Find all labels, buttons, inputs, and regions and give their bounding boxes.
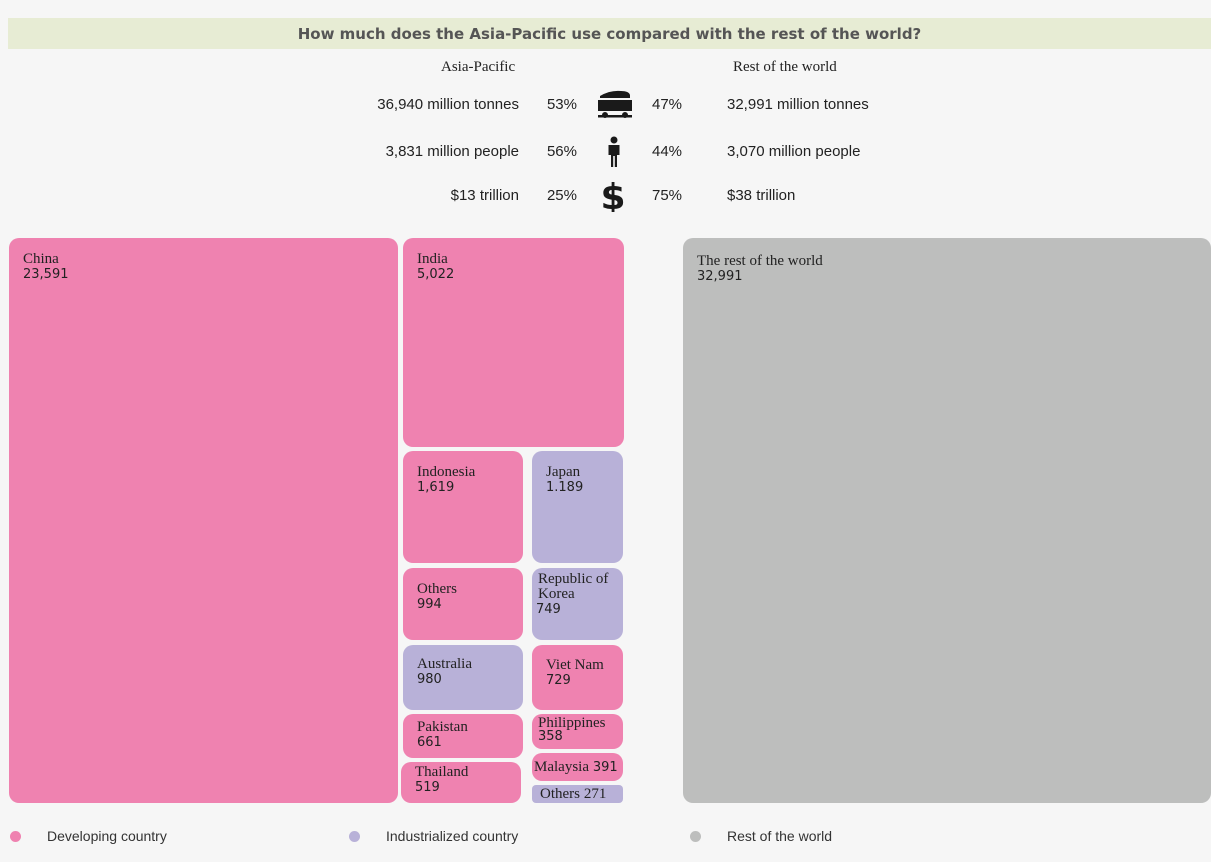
legend-dot bbox=[349, 830, 360, 842]
tile-rest-of-world: The rest of the world 32,991 bbox=[683, 238, 1211, 803]
svg-text:$: $ bbox=[600, 180, 625, 212]
tile-value: 1,619 bbox=[417, 480, 455, 495]
stat-row-gdp: $13 trillion 25% $ 75% $38 trillion bbox=[0, 177, 1211, 218]
tile-label: Indonesia bbox=[417, 464, 476, 480]
tile-indonesia: Indonesia 1,619 bbox=[403, 451, 523, 563]
tile-value: 661 bbox=[417, 735, 442, 750]
tile-philippines: Philippines 358 bbox=[532, 714, 623, 749]
tile-label: Malaysia bbox=[534, 759, 589, 775]
tile-label: Philippines bbox=[538, 715, 606, 731]
chart-title-bar: How much does the Asia-Pacific use compa… bbox=[8, 18, 1211, 49]
asia-pacific-percent: 56% bbox=[546, 143, 577, 160]
tile-value: 994 bbox=[417, 597, 442, 612]
legend-label: Rest of the world bbox=[727, 828, 833, 844]
asia-pacific-value: 36,940 million tonnes bbox=[377, 96, 519, 113]
tile-viet-nam: Viet Nam 729 bbox=[532, 645, 623, 710]
tile-value: 358 bbox=[538, 729, 563, 744]
tile-value: 23,591 bbox=[23, 267, 69, 282]
legend-dot bbox=[690, 830, 701, 842]
legend-item-rest: Rest of the world bbox=[690, 828, 832, 844]
person-icon bbox=[594, 136, 638, 168]
legend-item-industrialized: Industrialized country bbox=[349, 828, 518, 844]
tile-label: Australia bbox=[417, 656, 472, 672]
rest-of-world-percent: 44% bbox=[652, 143, 683, 160]
tile-label: India bbox=[417, 251, 448, 267]
tile-label: Republic of Korea bbox=[538, 571, 609, 602]
coal-cart-icon bbox=[594, 89, 638, 121]
rest-of-world-value: 3,070 million people bbox=[727, 143, 861, 160]
tile-label: Others bbox=[540, 786, 580, 802]
tile-label: China bbox=[23, 251, 59, 267]
legend-label: Industrialized country bbox=[386, 828, 519, 844]
tile-japan: Japan 1.189 bbox=[532, 451, 623, 563]
asia-pacific-value: $13 trillion bbox=[450, 187, 519, 204]
tile-value: 32,991 bbox=[697, 269, 743, 284]
column-heading-asia-pacific: Asia-Pacific bbox=[441, 59, 516, 75]
legend-label: Developing country bbox=[47, 828, 167, 844]
tile-others-industrialized: Others 271 bbox=[532, 785, 623, 803]
tile-others-developing: Others 994 bbox=[403, 568, 523, 640]
tile-label: Others bbox=[417, 581, 457, 597]
rest-of-world-percent: 75% bbox=[652, 187, 683, 204]
stat-row-coal: 36,940 million tonnes 53% 47% 32,991 mil… bbox=[0, 89, 1211, 121]
stat-row-population: 3,831 million people 56% 44% 3,070 milli… bbox=[0, 136, 1211, 168]
dollar-icon: $ bbox=[594, 177, 638, 218]
tile-australia: Australia 980 bbox=[403, 645, 523, 710]
tile-india: India 5,022 bbox=[403, 238, 624, 447]
tile-value: 519 bbox=[415, 780, 440, 795]
column-heading-rest-of-world: Rest of the world bbox=[733, 59, 837, 75]
tile-china: China 23,591 bbox=[9, 238, 398, 803]
tile-value: 1.189 bbox=[546, 480, 584, 495]
asia-pacific-value: 3,831 million people bbox=[385, 143, 519, 160]
asia-pacific-percent: 53% bbox=[546, 96, 577, 113]
tile-republic-of-korea: Republic of Korea 749 bbox=[532, 568, 623, 640]
tile-value: 980 bbox=[417, 672, 442, 687]
tile-label: The rest of the world bbox=[697, 253, 823, 269]
tile-value: 391 bbox=[592, 760, 618, 775]
tile-value: 749 bbox=[536, 602, 561, 617]
tile-label: Pakistan bbox=[417, 719, 468, 735]
rest-of-world-value: $38 trillion bbox=[727, 187, 796, 204]
legend-dot bbox=[10, 830, 21, 842]
legend-item-developing: Developing country bbox=[10, 828, 167, 844]
tile-malaysia: Malaysia 391 bbox=[532, 753, 623, 781]
tile-pakistan: Pakistan 661 bbox=[403, 714, 523, 758]
tile-value: 271 bbox=[583, 786, 607, 802]
rest-of-world-value: 32,991 million tonnes bbox=[727, 96, 869, 113]
tile-thailand: Thailand 519 bbox=[401, 762, 521, 803]
tile-value: 729 bbox=[546, 673, 571, 688]
tile-label: Viet Nam bbox=[546, 657, 604, 673]
tile-value: 5,022 bbox=[417, 267, 455, 282]
asia-pacific-percent: 25% bbox=[546, 187, 577, 204]
tile-label: Thailand bbox=[415, 764, 469, 780]
rest-of-world-percent: 47% bbox=[652, 96, 683, 113]
tile-label: Japan bbox=[546, 464, 581, 480]
chart-title: How much does the Asia-Pacific use compa… bbox=[297, 24, 922, 43]
legend: Developing country Industrialized countr… bbox=[0, 828, 1211, 850]
